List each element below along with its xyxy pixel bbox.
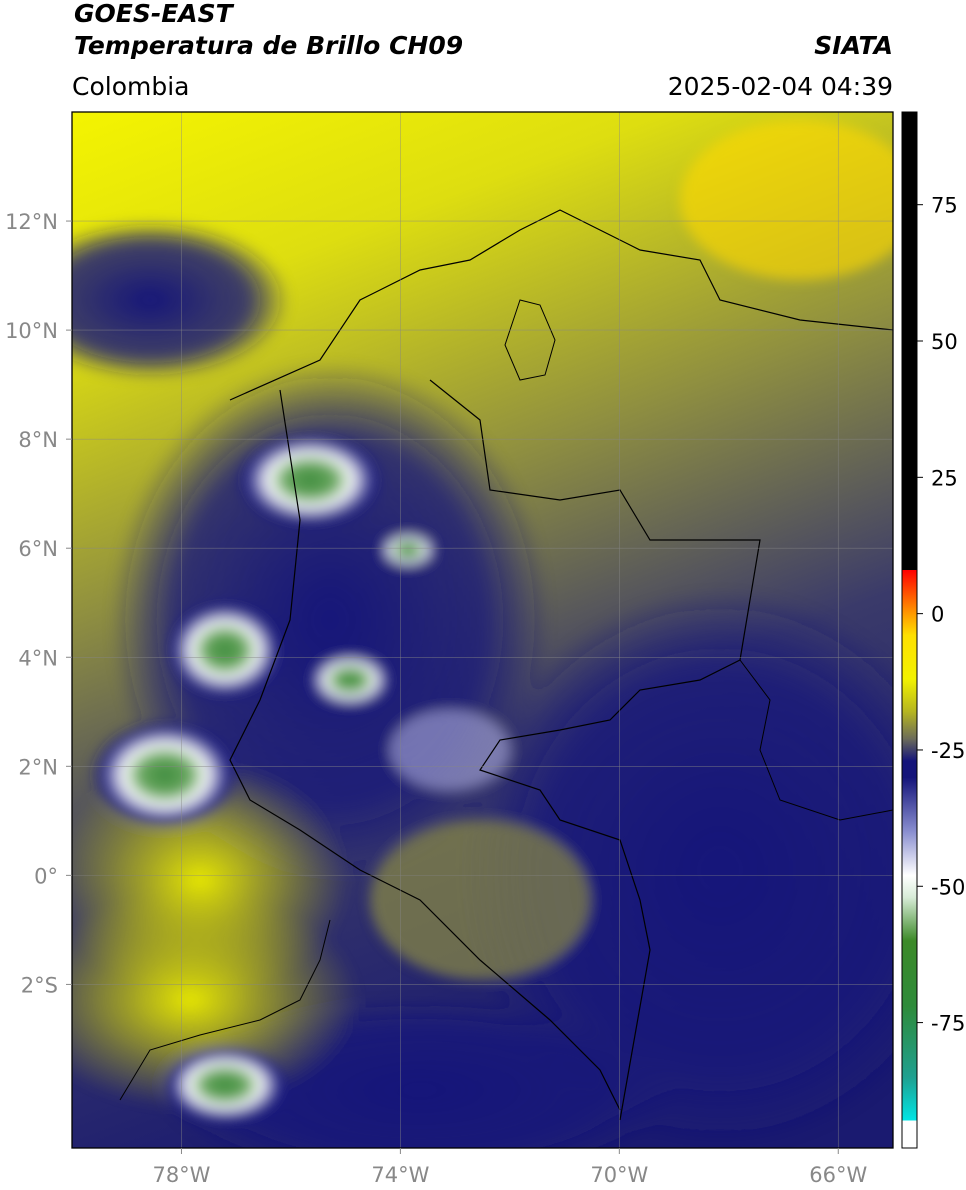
y-tick-label: 2°S (21, 973, 58, 997)
title: GOES-EAST (74, 0, 235, 28)
map-frame (71, 111, 894, 1149)
x-tick-label: 66°W (809, 1163, 867, 1187)
y-tick-label: 10°N (5, 319, 58, 343)
y-tick-label: 12°N (5, 210, 58, 234)
colorbar-tick-label: 0 (931, 603, 944, 627)
y-tick-label: 0° (34, 864, 58, 888)
colorbar-tick-label: -25 (931, 739, 965, 763)
colorbar-tick-label: -50 (931, 875, 965, 899)
colorbar-tick-label: 75 (931, 194, 958, 218)
satellite-image (72, 112, 893, 1148)
colorbar-tick-label: 50 (931, 330, 958, 354)
x-tick-label: 78°W (152, 1163, 210, 1187)
y-tick-label: 6°N (18, 537, 58, 561)
x-tick-label: 74°W (371, 1163, 429, 1187)
y-tick-label: 8°N (18, 428, 58, 452)
subtitle: Temperatura de Brillo CH09 (74, 31, 463, 60)
graticule (72, 112, 893, 1148)
colorbar-tick-label: 25 (931, 466, 958, 490)
colorbar (902, 112, 917, 1148)
source: SIATA (814, 31, 893, 60)
y-tick-label: 2°N (18, 755, 58, 779)
colorbar-frame (901, 111, 918, 1149)
datetime: 2025-02-04 04:39 (668, 72, 893, 101)
x-tick-label: 70°W (590, 1163, 648, 1187)
y-tick-label: 4°N (18, 646, 58, 670)
region: Colombia (72, 72, 189, 101)
colorbar-tick-label: -75 (931, 1012, 965, 1036)
